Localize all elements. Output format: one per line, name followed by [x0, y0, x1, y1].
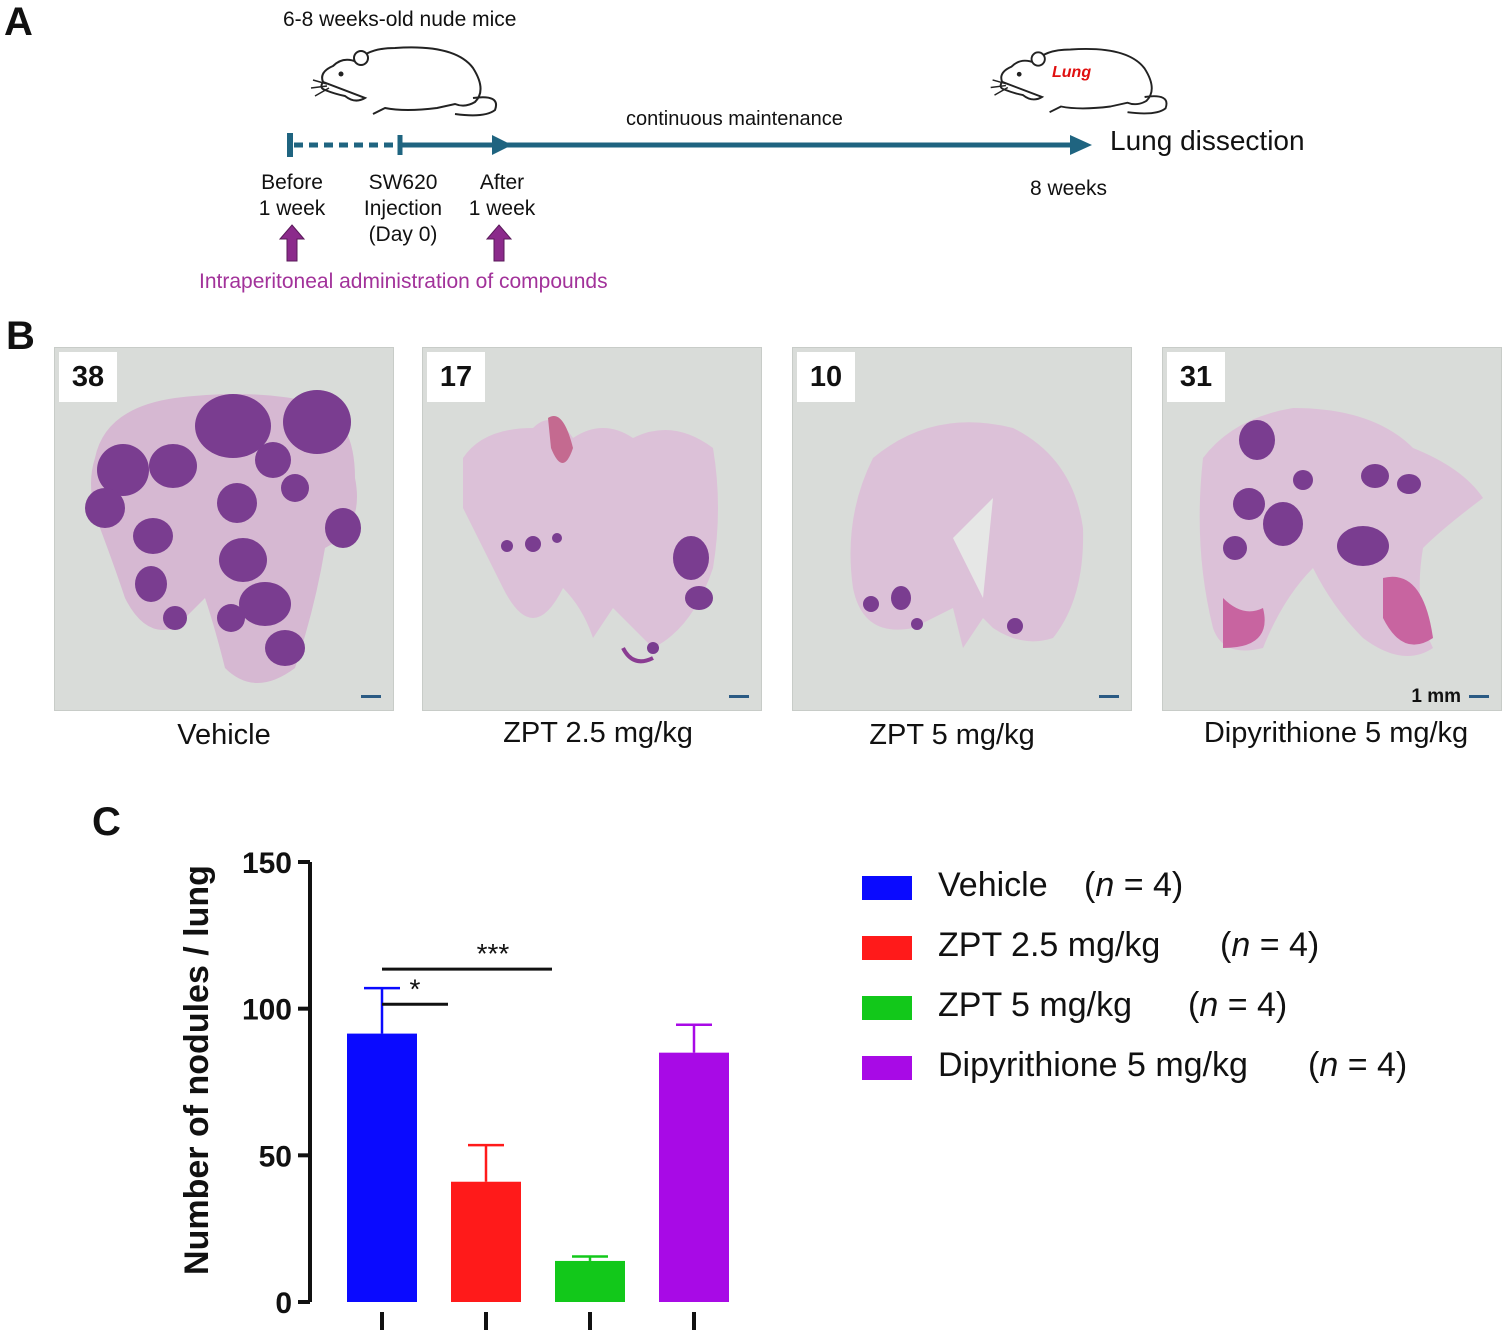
- group-label: ZPT 2.5 mg/kg: [503, 717, 693, 749]
- bar: [659, 1052, 729, 1302]
- bar: [555, 1260, 625, 1302]
- histology-image-dipyrithione: 31 1 mm: [1162, 347, 1502, 711]
- scale-bar: [1099, 695, 1119, 698]
- lung-label: Lung: [1052, 64, 1092, 81]
- nodule-count: 10: [797, 352, 855, 402]
- legend-n: (n = 4): [1084, 866, 1184, 904]
- bar: [451, 1181, 521, 1302]
- y-tick-label: 50: [259, 1140, 292, 1173]
- significance-label: ***: [477, 938, 510, 969]
- bar: [347, 1033, 417, 1302]
- nodule-count: 38: [59, 352, 117, 402]
- panel-a-letter: A: [4, 0, 33, 44]
- legend-n: (n = 4): [1220, 926, 1320, 964]
- nodule-count: 31: [1167, 352, 1225, 402]
- scale-bar: [361, 695, 381, 698]
- panel-c-letter: C: [92, 800, 121, 844]
- lung-section-icon: [463, 416, 718, 664]
- lung-section-icon: [85, 390, 361, 683]
- histology-image-zpt-5: 10: [792, 347, 1132, 711]
- legend-swatch-dipyrithione: [862, 1056, 912, 1080]
- legend-n: (n = 4): [1308, 1046, 1408, 1084]
- legend-label: ZPT 5 mg/kg: [938, 986, 1132, 1024]
- timeline: [287, 133, 1092, 157]
- mouse-title: 6-8 weeks-old nude mice: [283, 8, 517, 31]
- histology-image-vehicle: 38: [54, 347, 394, 711]
- panel-b-letter: B: [6, 314, 35, 358]
- lung-section-icon: [1199, 408, 1483, 656]
- scale-label: 1 mm: [1411, 686, 1461, 707]
- y-tick-label: 100: [242, 994, 292, 1027]
- scale-bar: [1469, 695, 1489, 698]
- after-label: After 1 week: [468, 171, 536, 220]
- legend-label: Dipyrithione 5 mg/kg: [938, 1046, 1248, 1084]
- histology-image-zpt-2.5: 17: [422, 347, 762, 711]
- legend-swatch-zpt-5: [862, 996, 912, 1020]
- weeks-label: 8 weeks: [1030, 177, 1108, 200]
- group-label: Dipyrithione 5 mg/kg: [1203, 717, 1469, 749]
- legend-swatch-zpt-2.5: [862, 936, 912, 960]
- nodule-count: 17: [427, 352, 485, 402]
- legend-swatch-vehicle: [862, 876, 912, 900]
- lung-section-icon: [850, 422, 1084, 648]
- group-label: ZPT 5 mg/kg: [869, 719, 1035, 751]
- before-label: Before 1 week: [258, 171, 326, 220]
- mouse-lung-icon: [990, 48, 1168, 115]
- y-tick-label: 150: [242, 847, 292, 880]
- y-tick-label: 0: [275, 1287, 292, 1320]
- group-label: Vehicle: [177, 719, 271, 751]
- end-label: Lung dissection: [1110, 125, 1305, 156]
- scale-bar: [729, 695, 749, 698]
- admin-label: Intraperitoneal administration of compou…: [199, 270, 608, 293]
- y-axis-label: Number of nodules / lung: [178, 865, 216, 1275]
- arrow-up-icon: [279, 224, 305, 262]
- injection-label: SW620 Injection (Day 0): [363, 171, 443, 246]
- legend-label: Vehicle: [938, 866, 1048, 904]
- maintenance-label: continuous maintenance: [626, 108, 843, 130]
- arrow-up-icon: [486, 224, 512, 262]
- legend-n: (n = 4): [1188, 986, 1288, 1024]
- mouse-icon: [310, 46, 497, 117]
- significance-label: *: [410, 973, 421, 1004]
- legend-label: ZPT 2.5 mg/kg: [938, 926, 1161, 964]
